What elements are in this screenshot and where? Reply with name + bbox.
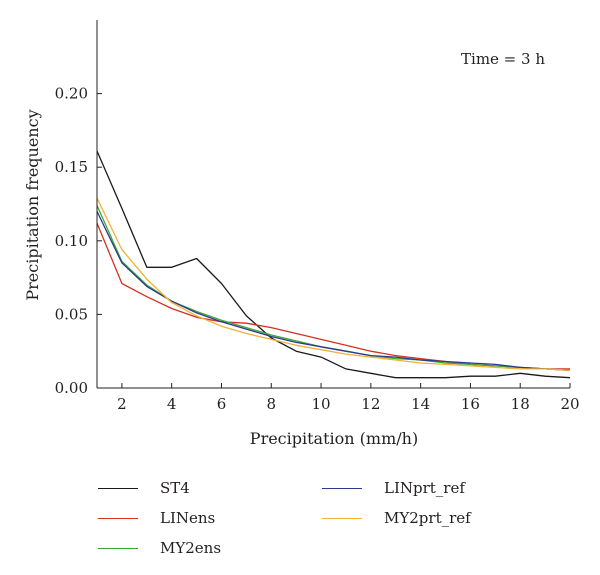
x-axis-label: Precipitation (mm/h) — [250, 429, 418, 448]
legend: ST4 LINens MY2ens LINprt_ref MY2prt_ref — [0, 470, 600, 570]
y-axis-label: Precipitation frequency — [23, 109, 42, 300]
legend-item-my2prt-ref: MY2prt_ref — [322, 506, 471, 530]
y-tick-label: 0.20 — [55, 85, 88, 103]
legend-item-st4: ST4 — [98, 476, 190, 500]
legend-item-linprt-ref: LINprt_ref — [322, 476, 465, 500]
series-line-st4 — [96, 150, 571, 379]
legend-line-my2ens — [98, 547, 138, 549]
y-tick-label: 0.15 — [55, 158, 88, 176]
legend-line-linprt-ref — [322, 487, 362, 489]
x-tick-label: 12 — [361, 395, 380, 413]
y-tick-label: 0.05 — [55, 305, 88, 323]
legend-line-st4 — [98, 487, 138, 489]
x-tick-label: 16 — [461, 395, 480, 413]
x-tick-label: 4 — [167, 395, 177, 413]
legend-label-linens: LINens — [160, 509, 216, 527]
x-tick-label: 14 — [411, 395, 430, 413]
series-line-linens — [96, 222, 570, 370]
x-tick-label: 2 — [117, 395, 127, 413]
x-tick-label: 6 — [217, 395, 227, 413]
legend-label-linprt-ref: LINprt_ref — [384, 479, 465, 497]
chart-figure: 2 4 6 8 10 12 14 16 18 20 0.00 0.05 0.10 0.15 0.20 Tim… — [23, 20, 580, 448]
legend-label-my2ens: MY2ens — [160, 539, 222, 557]
legend-label-st4: ST4 — [160, 479, 190, 497]
x-tick-label: 18 — [511, 395, 530, 413]
series-line-my2ens — [96, 205, 571, 371]
legend-label-my2prt-ref: MY2prt_ref — [384, 509, 471, 527]
y-tick-label: 0.00 — [55, 379, 88, 397]
series-line-linprt-ref — [96, 211, 571, 371]
legend-item-my2ens: MY2ens — [98, 536, 221, 560]
x-tick-label: 10 — [312, 395, 331, 413]
x-tick-label: 8 — [266, 395, 276, 413]
x-tick-label: 20 — [560, 395, 579, 413]
legend-line-linens — [98, 517, 138, 519]
time-annotation: Time = 3 h — [461, 50, 545, 68]
plot-area: 2 4 6 8 10 12 14 16 18 20 0.00 0.05 0.10 0.15 0.20 — [55, 20, 580, 413]
legend-item-linens: LINens — [98, 506, 215, 530]
series-line-my2prt-ref — [96, 197, 571, 371]
legend-line-my2prt-ref — [322, 517, 362, 519]
y-tick-label: 0.10 — [55, 232, 88, 250]
